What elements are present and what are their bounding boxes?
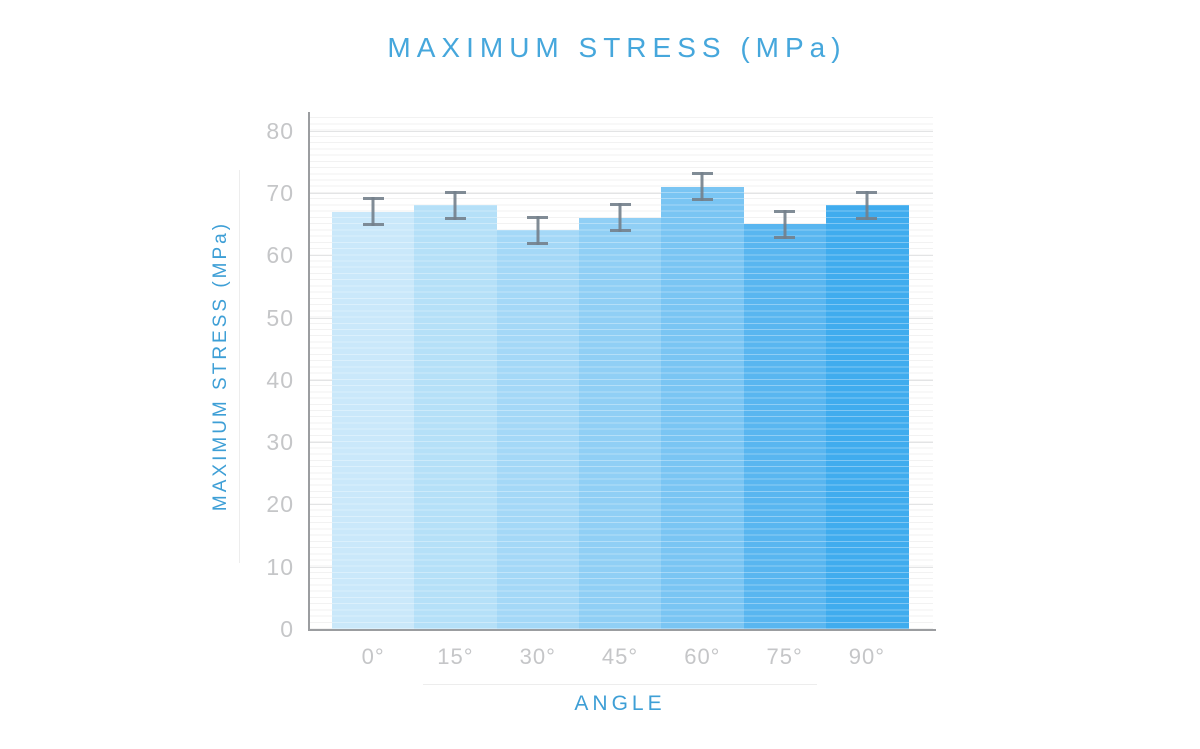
error-bar-cap-bottom — [691, 198, 713, 202]
error-bar-cap-top — [609, 203, 631, 207]
y-tick-label: 0 — [280, 616, 294, 642]
error-bar-cap-bottom — [856, 216, 878, 220]
error-bar-line — [536, 215, 540, 245]
error-bar-30° — [527, 215, 549, 245]
bar-0° — [332, 211, 415, 629]
bar-30° — [496, 230, 580, 629]
chart-title: MAXIMUM STRESS (MPa) — [387, 32, 847, 63]
y-tick-label: 40 — [266, 366, 294, 393]
error-bar-cap-top — [527, 215, 549, 219]
bar-45° — [578, 217, 662, 629]
x-tick-label: 75° — [766, 644, 803, 669]
x-tick-label: 15° — [437, 644, 474, 669]
error-bar-0° — [362, 197, 384, 227]
y-tick-label: 80 — [266, 117, 294, 144]
y-axis-divider-line — [239, 170, 240, 563]
error-bar-cap-top — [774, 209, 796, 213]
error-bar-15° — [444, 190, 466, 220]
y-axis-line — [308, 112, 310, 631]
bar-gridline-overlay — [332, 211, 415, 629]
y-tick-label: 30 — [266, 429, 294, 456]
error-bar-75° — [774, 209, 796, 239]
x-tick-label: 90° — [848, 644, 886, 669]
y-tick-label: 10 — [266, 553, 294, 580]
bar-gridline-overlay — [414, 205, 498, 629]
bar-60° — [661, 186, 744, 629]
x-tick-label: 0° — [361, 644, 385, 669]
bar-gridline-overlay — [743, 224, 827, 629]
grid-major-line — [310, 192, 933, 194]
grid-major-line — [310, 130, 933, 132]
bar-15° — [414, 205, 498, 629]
error-bar-cap-bottom — [774, 235, 796, 239]
error-bar-cap-top — [856, 190, 878, 194]
error-bar-cap-bottom — [362, 223, 384, 227]
error-bar-cap-top — [691, 172, 713, 176]
bar-75° — [743, 224, 827, 629]
bar-gridline-overlay — [496, 230, 580, 629]
error-bar-line — [700, 172, 704, 202]
y-tick-label: 60 — [266, 242, 294, 269]
bar-gridline-overlay — [661, 186, 744, 629]
bar-90° — [825, 205, 909, 629]
x-tick-label: 60° — [684, 644, 721, 669]
bar-gridline-overlay — [578, 217, 662, 629]
error-bar-cap-bottom — [527, 241, 549, 245]
error-bar-line — [865, 190, 869, 220]
x-axis-label: ANGLE — [574, 692, 666, 715]
y-tick-label: 70 — [266, 179, 294, 206]
error-bar-cap-bottom — [609, 229, 631, 233]
x-axis-line — [308, 629, 936, 631]
error-bar-line — [783, 209, 787, 239]
bar-gridline-overlay — [825, 205, 909, 629]
error-bar-60° — [691, 172, 713, 202]
y-tick-label: 50 — [266, 304, 294, 331]
error-bar-cap-top — [444, 190, 466, 194]
error-bar-line — [371, 197, 375, 227]
error-bar-cap-bottom — [444, 216, 466, 220]
plot-area: 0 10 20 30 40 50 60 70 80 0° 15° 30° 45° 60° 75° 90° — [266, 112, 933, 669]
error-bar-line — [618, 203, 622, 233]
y-tick-label: 20 — [266, 491, 294, 518]
x-tick-label: 30° — [519, 644, 556, 669]
error-bar-90° — [856, 190, 878, 220]
x-axis-divider-line — [423, 684, 817, 685]
error-bar-45° — [609, 203, 631, 233]
error-bar-line — [453, 190, 457, 220]
x-tick-label: 45° — [601, 644, 639, 669]
error-bar-cap-top — [362, 197, 384, 201]
